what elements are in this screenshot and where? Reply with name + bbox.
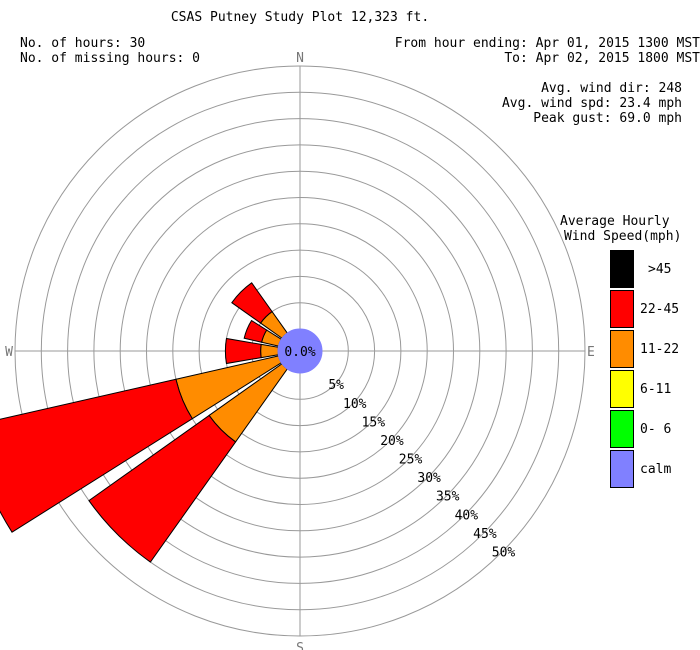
legend-swatch <box>610 330 634 368</box>
legend-label: calm <box>640 462 672 477</box>
legend-title-line2: Wind Speed(mph) <box>564 229 682 244</box>
compass-W: W <box>5 345 13 360</box>
hours-count: No. of hours: 30 <box>20 36 146 51</box>
ring-label: 35% <box>436 490 460 505</box>
wind-rose-chart: 0.0% 5% 10% 15% 20% 25% 30% 35% 40% 45% 50% N E S W <box>0 51 595 650</box>
ring-label: 40% <box>455 508 479 523</box>
calm-circle <box>277 328 323 374</box>
legend-label: 6-11 <box>640 382 672 397</box>
legend-label: 22-45 <box>640 302 680 317</box>
sector-225-22-45 <box>88 414 237 563</box>
ring-label: 10% <box>343 397 367 412</box>
ring-label: 5% <box>328 378 344 393</box>
legend-label: 11-22 <box>640 342 680 357</box>
compass-N: N <box>296 51 304 66</box>
ring-label: 15% <box>362 415 386 430</box>
sector-270-22-45 <box>224 337 262 365</box>
ring-label: 25% <box>399 453 423 468</box>
ring-label: 30% <box>417 471 441 486</box>
peak-gust: Peak gust: 69.0 mph <box>533 111 682 126</box>
sector-270-11-22 <box>260 343 279 359</box>
avg-wind-speed: Avg. wind spd: 23.4 mph <box>501 96 682 111</box>
legend-label: 0- 6 <box>640 422 672 437</box>
legend-swatch <box>610 450 634 488</box>
ring-label: 20% <box>380 434 404 449</box>
legend-swatch <box>610 410 634 448</box>
ring-label: 45% <box>473 527 497 542</box>
legend-swatch <box>610 250 634 288</box>
avg-wind-dir: Avg. wind dir: 248 <box>541 81 682 96</box>
legend-swatch <box>610 370 634 408</box>
sector-247.5-22-45 <box>0 378 194 533</box>
sector-315-22-45 <box>231 282 273 324</box>
chart-title: CSAS Putney Study Plot 12,323 ft. <box>170 10 430 25</box>
compass-E: E <box>587 345 595 360</box>
calm-label: 0.0% <box>284 345 315 360</box>
legend-swatch <box>610 290 634 328</box>
sector-292.5-22-45 <box>243 319 268 343</box>
from-date: From hour ending: Apr 01, 2015 1300 MST <box>394 36 700 51</box>
missing-hours-count: No. of missing hours: 0 <box>20 51 201 66</box>
ring-label: 50% <box>492 546 516 561</box>
to-date: To: Apr 02, 2015 1800 MST <box>504 51 700 66</box>
legend-title-line1: Average Hourly <box>560 214 670 229</box>
legend-label: >45 <box>648 262 672 277</box>
compass-S: S <box>296 641 304 650</box>
